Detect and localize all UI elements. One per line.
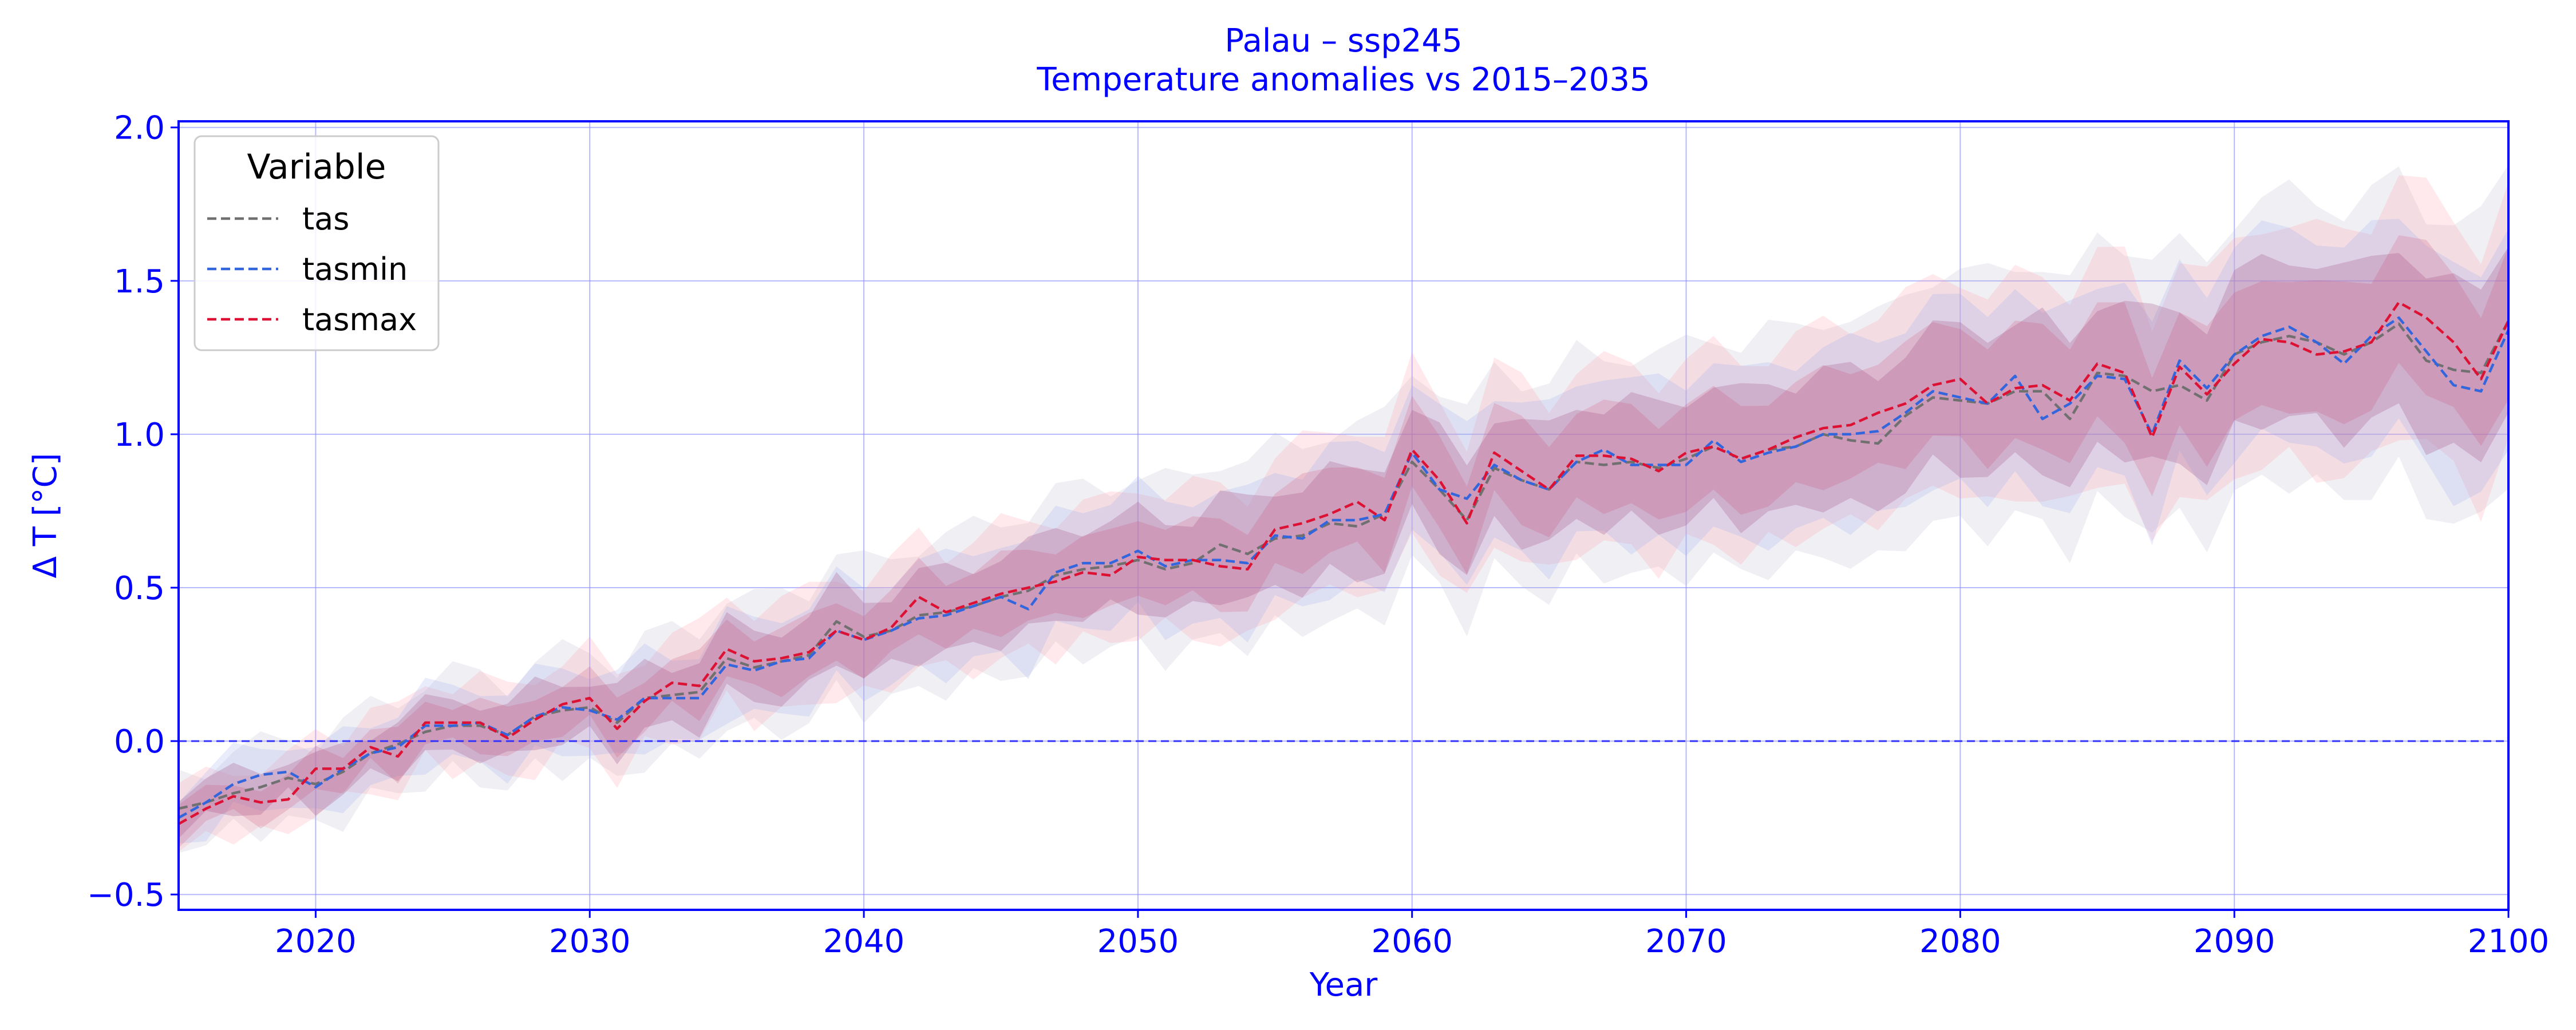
x-axis-label: Year: [1309, 966, 1378, 1004]
x-tick-label: 2080: [1919, 923, 2001, 960]
y-tick-label: −0.5: [87, 877, 165, 914]
uncertainty-band: [179, 219, 2508, 844]
y-axis-label: Δ T [°C]: [27, 453, 64, 579]
x-tick-label: 2020: [275, 923, 357, 960]
x-tick-label: 2070: [1645, 923, 1727, 960]
legend-label-tas: tas: [302, 201, 349, 237]
x-tick-label: 2030: [549, 923, 631, 960]
legend-label-tasmax: tasmax: [302, 302, 417, 338]
y-tick-label: 2.0: [114, 110, 165, 147]
series-line-tas: [179, 320, 2508, 810]
x-axis-ticks: 2020 2030 2040 2050 2060 2070 2080 2090 2100: [275, 910, 2549, 960]
uncertainty-band: [179, 175, 2508, 852]
legend-label-tasmin: tasmin: [302, 251, 408, 287]
legend: Variable tas tasmin tasmax: [193, 135, 440, 351]
y-tick-label: 0.5: [114, 570, 165, 607]
series-line-tasmax: [179, 301, 2508, 825]
uncertainty-band: [179, 247, 2508, 839]
uncertainty-band: [179, 165, 2508, 853]
series-lines: [179, 301, 2508, 825]
x-tick-label: 2040: [823, 923, 905, 960]
legend-title: Variable: [247, 147, 386, 187]
legend-box: [193, 135, 440, 351]
x-tick-label: 2060: [1371, 923, 1453, 960]
chart-subtitle: Temperature anomalies vs 2015–2035: [1036, 61, 1650, 98]
y-axis-ticks: −0.5 0.0 0.5 1.0 1.5 2.0: [87, 110, 179, 914]
x-tick-label: 2090: [2194, 923, 2275, 960]
series-line-tasmin: [179, 316, 2508, 819]
y-tick-label: 1.0: [114, 417, 165, 454]
uncertainty-bands: [179, 165, 2508, 853]
x-tick-label: 2050: [1097, 923, 1179, 960]
grid-lines: [179, 121, 2509, 910]
x-tick-label: 2100: [2468, 923, 2550, 960]
y-tick-label: 1.5: [114, 263, 165, 300]
chart-title: Palau – ssp245: [1224, 22, 1462, 60]
plot-frame: [177, 120, 2510, 911]
y-tick-label: 0.0: [114, 723, 165, 760]
